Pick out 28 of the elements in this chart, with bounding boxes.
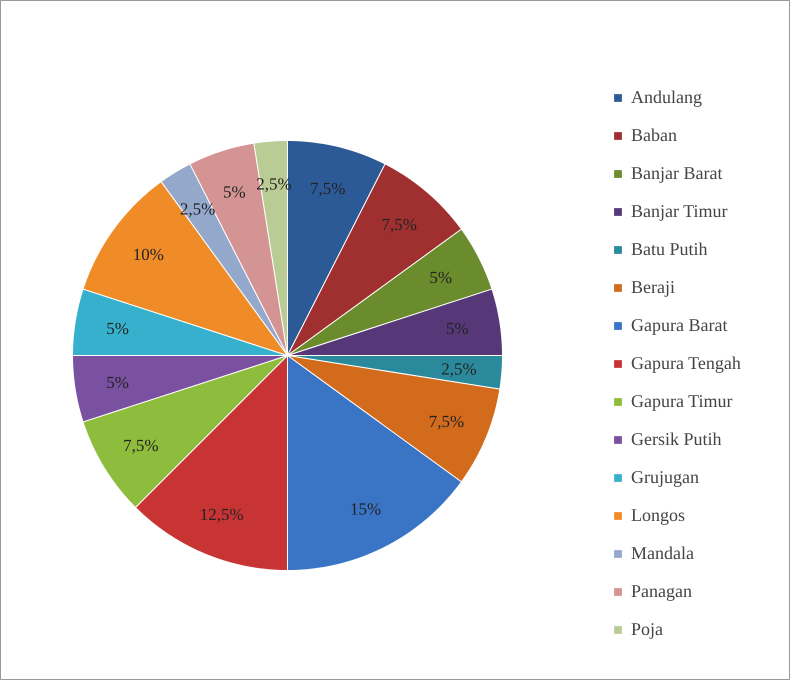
legend-label: Poja (631, 619, 664, 640)
legend-label: Banjar Timur (631, 201, 728, 222)
legend-label: Beraji (631, 277, 675, 298)
data-label: 12,5% (200, 504, 244, 524)
legend-label: Panagan (631, 581, 692, 602)
legend-label: Gapura Barat (631, 315, 728, 336)
data-label: 10% (132, 244, 164, 264)
data-label: 7,5% (428, 412, 464, 431)
legend-label: Gapura Tengah (631, 353, 741, 374)
data-label: 5% (106, 319, 129, 338)
legend-label: Baban (631, 125, 677, 146)
data-label: 5% (106, 372, 129, 392)
data-label: 15% (350, 499, 382, 518)
legend-label: Longos (631, 505, 685, 526)
legend-label: Gersik Putih (631, 429, 722, 450)
data-label: 7,5% (123, 436, 159, 455)
legend-label: Batu Putih (631, 239, 708, 260)
data-label: 5% (429, 268, 452, 287)
data-label: 7,5% (382, 215, 417, 234)
legend-label: Banjar Barat (631, 163, 722, 184)
legend-label: Andulang (631, 87, 702, 108)
data-label: 7,5% (310, 178, 346, 198)
legend-label: Mandala (631, 543, 694, 564)
legend-label: Grujugan (631, 467, 699, 488)
legend-label: Gapura Timur (631, 391, 733, 412)
data-label: 2,5% (441, 359, 477, 378)
data-label: 5% (446, 319, 469, 338)
data-label: 5% (223, 182, 246, 202)
